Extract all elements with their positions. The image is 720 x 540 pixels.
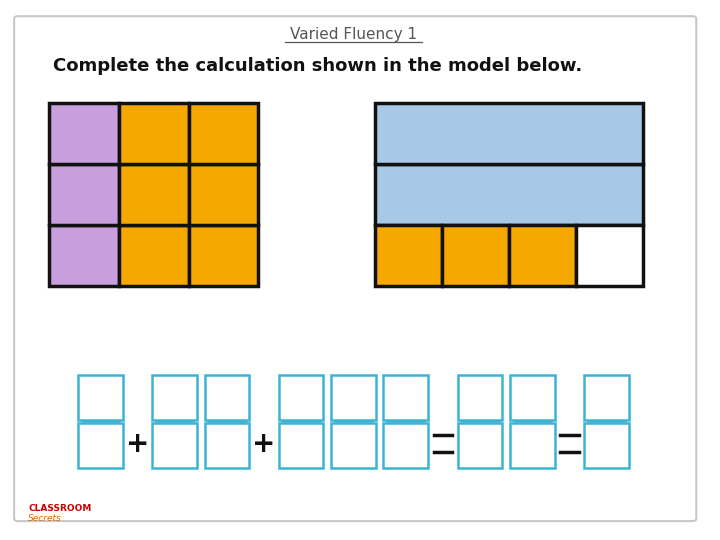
Bar — [374, 164, 643, 225]
Bar — [458, 375, 503, 420]
Bar — [458, 423, 503, 468]
Bar — [374, 225, 442, 286]
Text: +: + — [252, 430, 276, 457]
Bar — [50, 103, 119, 164]
Text: Complete the calculation shown in the model below.: Complete the calculation shown in the mo… — [53, 57, 582, 75]
Bar — [153, 423, 197, 468]
Bar — [153, 375, 197, 420]
Bar — [189, 164, 258, 225]
Bar — [442, 225, 509, 286]
Text: CLASSROOM: CLASSROOM — [28, 504, 91, 513]
Bar — [279, 375, 323, 420]
Bar — [119, 164, 189, 225]
Bar — [374, 103, 643, 164]
Text: Secrets: Secrets — [28, 514, 62, 523]
Bar — [189, 103, 258, 164]
Bar — [119, 103, 189, 164]
Bar — [331, 423, 376, 468]
Bar — [279, 423, 323, 468]
Bar — [78, 375, 122, 420]
Bar — [50, 164, 119, 225]
Bar — [509, 225, 576, 286]
Bar — [576, 225, 643, 286]
Bar — [584, 375, 629, 420]
Bar — [189, 225, 258, 286]
FancyBboxPatch shape — [14, 16, 696, 521]
Bar — [331, 375, 376, 420]
Bar — [204, 423, 249, 468]
Bar — [510, 423, 554, 468]
Text: Varied Fluency 1: Varied Fluency 1 — [290, 27, 417, 42]
Bar — [384, 375, 428, 420]
Bar — [78, 423, 122, 468]
Bar — [584, 423, 629, 468]
Text: +: + — [126, 430, 149, 457]
Bar — [510, 375, 554, 420]
Bar — [50, 225, 119, 286]
Bar — [119, 225, 189, 286]
Bar — [384, 423, 428, 468]
Bar — [204, 375, 249, 420]
